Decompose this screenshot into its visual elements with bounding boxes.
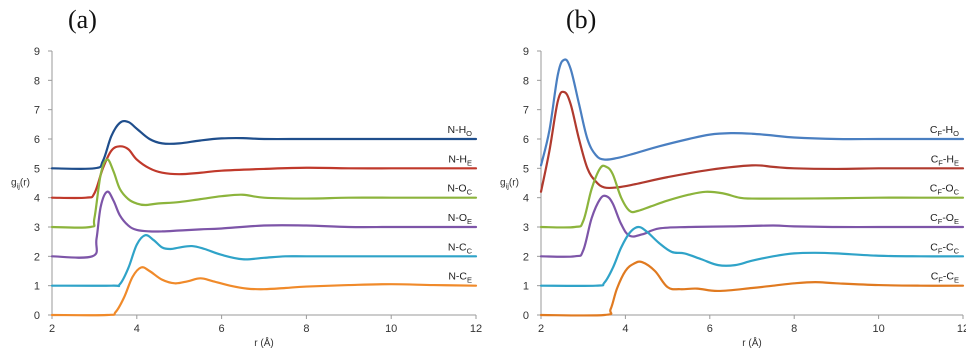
series-line [539,225,965,287]
series-label: CF-CC [930,241,959,255]
y-tick-label: 0 [523,310,529,322]
x-tick-label: 2 [538,323,544,335]
series-label: N-CC [448,241,473,255]
y-tick-label: 3 [34,222,40,234]
x-tick-label: 6 [219,323,225,335]
series-label: CF-HE [931,153,959,167]
panel-label: (b) [566,5,596,34]
series-label: N-HO [447,124,472,138]
series-label: N-HE [448,153,472,167]
series-line [539,58,965,167]
y-tick-label: 2 [523,251,529,263]
y-tick-label: 9 [34,46,40,58]
y-axis-label: gij(r) [11,178,30,191]
y-tick-label: 0 [34,310,40,322]
y-tick-label: 7 [34,105,40,117]
x-axis-label: r (Å) [742,336,761,349]
x-tick-label: 10 [385,323,397,335]
x-tick-label: 4 [134,323,140,335]
y-tick-label: 9 [523,46,529,58]
y-tick-label: 1 [523,281,529,293]
y-tick-label: 3 [523,222,529,234]
series-line [50,145,478,200]
x-tick-label: 6 [707,323,713,335]
series-line [539,164,965,229]
series-label: CF-HO [930,124,959,138]
y-tick-label: 1 [34,281,40,293]
series-line [539,194,965,258]
panel-label: (a) [68,5,97,34]
series-line [50,190,478,259]
x-tick-label: 12 [470,323,482,335]
series-line [50,158,478,229]
y-tick-label: 5 [523,163,529,175]
series-label: N-CE [448,271,472,285]
y-tick-label: 4 [34,193,40,205]
y-tick-label: 8 [523,75,529,87]
y-tick-label: 4 [523,193,529,205]
x-tick-label: 8 [303,323,309,335]
y-tick-label: 2 [34,251,40,263]
y-tick-label: 8 [34,75,40,87]
x-axis-label: r (Å) [254,336,273,349]
series-line [539,260,965,317]
series-label: N-OE [448,212,472,226]
x-tick-label: 8 [791,323,797,335]
series-label: CF-CE [931,271,959,285]
series-label: CF-OE [930,212,959,226]
x-tick-label: 12 [957,323,966,335]
x-tick-label: 4 [622,323,628,335]
y-tick-label: 6 [523,134,529,146]
x-tick-label: 2 [49,323,55,335]
series-line [50,119,478,171]
series-line [50,234,478,288]
series-line [50,266,478,317]
series-label: CF-OC [930,183,960,197]
x-tick-label: 10 [872,323,884,335]
y-tick-label: 7 [523,105,529,117]
y-tick-label: 5 [34,163,40,175]
series-line [539,90,965,193]
series-label: N-OC [447,183,472,197]
y-axis-label: gij(r) [500,178,519,191]
y-tick-label: 6 [34,134,40,146]
